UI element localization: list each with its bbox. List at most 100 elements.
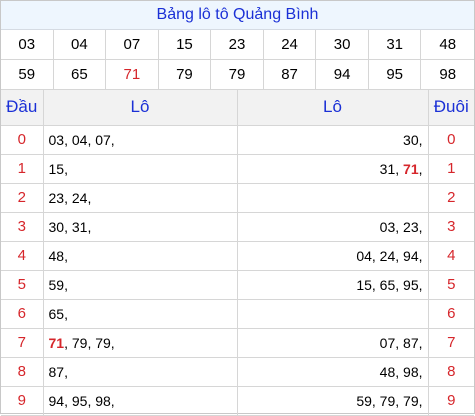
lo-left-cell: 30, 31,	[43, 212, 238, 242]
lo-number: 24	[379, 247, 396, 264]
header-lo-right: Lô	[237, 90, 429, 126]
dau-cell: 1	[1, 154, 44, 184]
duoi-cell: 2	[428, 183, 474, 213]
lo-right-cell: 15, 65, 95,	[237, 270, 429, 300]
loto-table: Đầu Lô Lô Đuôi 0 03, 04, 07, 30, 0 1 15, 31…	[1, 90, 474, 416]
number-cell: 79	[211, 60, 264, 90]
number-cell: 71	[106, 60, 159, 90]
lo-number: 65	[48, 305, 65, 322]
number-grid: 03 04 07 15 23 24 30 31 48 59 65 71 79 79 87 94 95 98	[1, 30, 474, 90]
header-duoi: Đuôi	[428, 90, 474, 126]
lo-number: 24	[71, 189, 88, 206]
lo-number: 94	[48, 392, 65, 409]
duoi-cell: 8	[428, 357, 474, 387]
table-row: 8 87, 48, 98, 8	[1, 357, 474, 387]
lo-number: 04	[356, 247, 372, 264]
lo-number: 79	[379, 392, 396, 409]
duoi-cell: 9	[428, 386, 474, 416]
lo-number: 98	[95, 392, 111, 409]
table-row: 4 48, 04, 24, 94, 4	[1, 241, 474, 271]
dau-cell: 3	[1, 212, 44, 242]
lo-number: 95	[403, 276, 419, 293]
dau-cell: 9	[1, 386, 44, 416]
number-cell: 94	[316, 60, 369, 90]
lo-number: 15	[48, 160, 65, 177]
dau-cell: 8	[1, 357, 44, 387]
lo-left-cell: 71, 79, 79,	[43, 328, 238, 358]
number-cell: 79	[158, 60, 212, 90]
lo-left-cell: 48,	[43, 241, 238, 271]
lo-right-cell	[237, 183, 429, 213]
lo-number: 30	[48, 218, 65, 235]
duoi-cell: 1	[428, 154, 474, 184]
lo-right-cell: 04, 24, 94,	[237, 241, 429, 271]
header-dau: Đầu	[1, 90, 44, 126]
dau-cell: 6	[1, 299, 44, 329]
widget-title: Bảng lô tô Quảng Bình	[1, 1, 474, 30]
lo-number: 71	[403, 160, 419, 177]
lo-right-cell: 48, 98,	[237, 357, 429, 387]
table-row: 3 30, 31, 03, 23, 3	[1, 212, 474, 242]
lo-number: 94	[403, 247, 419, 264]
lo-number: 79	[403, 392, 419, 409]
lo-right-cell: 59, 79, 79,	[237, 386, 429, 416]
table-row: 9 94, 95, 98, 59, 79, 79, 9	[1, 386, 474, 416]
lo-number: 03	[379, 218, 396, 235]
lo-left-cell: 87,	[43, 357, 238, 387]
lo-number: 48	[379, 363, 396, 380]
lo-number: 59	[356, 392, 372, 409]
duoi-cell: 5	[428, 270, 474, 300]
number-cell: 31	[368, 30, 422, 60]
lo-number: 23	[403, 218, 419, 235]
duoi-cell: 7	[428, 328, 474, 358]
number-cell: 30	[316, 30, 369, 60]
lo-number: 23	[48, 189, 65, 206]
number-cell: 95	[368, 60, 422, 90]
dau-cell: 5	[1, 270, 44, 300]
table-row: 5 59, 15, 65, 95, 5	[1, 270, 474, 300]
lo-left-cell: 65,	[43, 299, 238, 329]
number-cell: 65	[53, 60, 107, 90]
duoi-cell: 3	[428, 212, 474, 242]
number-cell: 04	[53, 30, 107, 60]
lo-number: 65	[379, 276, 396, 293]
number-cell: 48	[421, 30, 474, 60]
lo-number: 03	[48, 131, 65, 148]
lo-right-cell	[237, 299, 429, 329]
lo-number: 04	[71, 131, 88, 148]
table-row: 6 65, 6	[1, 299, 474, 329]
number-cell: 15	[158, 30, 212, 60]
lo-number: 95	[71, 392, 88, 409]
lo-number: 07	[379, 334, 396, 351]
table-header-row: Đầu Lô Lô Đuôi	[1, 90, 474, 126]
lo-right-cell: 07, 87,	[237, 328, 429, 358]
lo-left-cell: 03, 04, 07,	[43, 125, 238, 155]
number-cell: 03	[1, 30, 54, 60]
lo-number: 98	[403, 363, 419, 380]
lo-number: 71	[48, 334, 65, 351]
table-row: 2 23, 24, 2	[1, 183, 474, 213]
lo-left-cell: 94, 95, 98,	[43, 386, 238, 416]
table-row: 7 71, 79, 79, 07, 87, 7	[1, 328, 474, 358]
lo-number: 79	[95, 334, 111, 351]
duoi-cell: 6	[428, 299, 474, 329]
table-row: 0 03, 04, 07, 30, 0	[1, 125, 474, 155]
table-row: 1 15, 31, 71, 1	[1, 154, 474, 184]
lo-number: 79	[71, 334, 88, 351]
lo-number: 87	[48, 363, 65, 380]
number-cell: 59	[1, 60, 54, 90]
duoi-cell: 4	[428, 241, 474, 271]
dau-cell: 7	[1, 328, 44, 358]
lo-number: 87	[403, 334, 419, 351]
lo-number: 15	[356, 276, 372, 293]
number-cell: 98	[421, 60, 474, 90]
number-cell: 87	[263, 60, 317, 90]
lo-right-cell: 03, 23,	[237, 212, 429, 242]
lo-right-cell: 30,	[237, 125, 429, 155]
lo-left-cell: 23, 24,	[43, 183, 238, 213]
lo-number: 30	[403, 131, 419, 148]
lo-number: 31	[379, 160, 396, 177]
duoi-cell: 0	[428, 125, 474, 155]
lo-left-cell: 15,	[43, 154, 238, 184]
